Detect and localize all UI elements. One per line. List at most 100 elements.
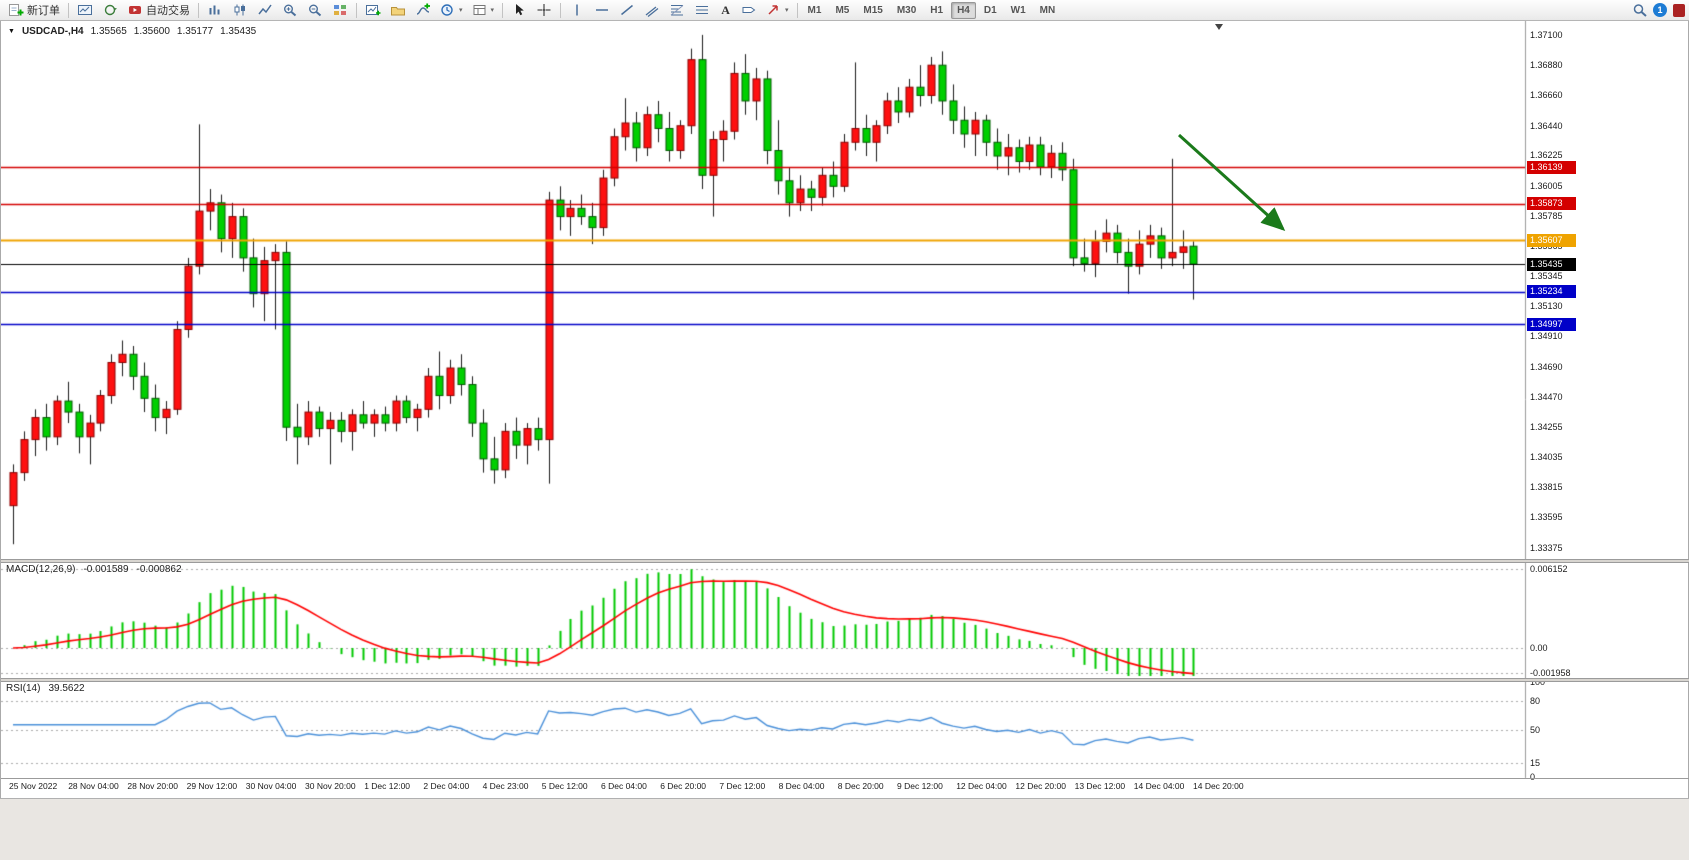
cursor-tool-button[interactable] [507, 1, 531, 20]
price-tick: 1.34035 [1530, 451, 1563, 462]
shapes-tool-button[interactable] [690, 1, 714, 20]
templates-button[interactable]: ▾ [468, 1, 499, 20]
timeframe-d1[interactable]: D1 [983, 4, 997, 16]
time-tick: 1 Dec 12:00 [364, 781, 411, 791]
bottom-strip [0, 798, 1689, 860]
timeframe-w1[interactable]: W1 [1010, 4, 1026, 16]
pane-divider[interactable] [1, 559, 1689, 563]
price-tick: 1.34910 [1530, 331, 1563, 342]
chart-symbol-info: ▼ USDCAD-,H4 1.35565 1.35600 1.35177 1.3… [8, 26, 256, 37]
chart-shift-marker[interactable] [1215, 24, 1223, 30]
text-tool-button[interactable]: A [715, 1, 736, 20]
time-tick: 4 Dec 23:00 [482, 781, 529, 791]
rsi-tick: 15 [1530, 757, 1541, 768]
arrow-tool-button[interactable]: ▾ [762, 1, 793, 20]
zoom-out-icon [307, 3, 323, 17]
crosshair-icon [536, 3, 552, 17]
time-tick: 7 Dec 12:00 [719, 781, 766, 791]
new-chart-button[interactable] [361, 1, 385, 20]
templates-icon [472, 3, 488, 17]
timeframe-m15[interactable]: M15 [863, 4, 883, 16]
time-tick: 14 Dec 04:00 [1133, 781, 1185, 791]
separator [198, 2, 199, 18]
time-tick: 2 Dec 04:00 [423, 781, 470, 791]
time-tick: 30 Nov 04:00 [245, 781, 297, 791]
price-badge: 1.35435 [1527, 257, 1576, 271]
macd-tick: 0.00 [1530, 643, 1548, 653]
tile-windows-button[interactable] [328, 1, 352, 20]
line-chart-mode-button[interactable] [253, 1, 277, 20]
search-button[interactable] [1628, 1, 1652, 20]
ohlc-high: 1.35600 [133, 26, 170, 37]
symbol-label: USDCAD-,H4 [21, 26, 84, 37]
rsi-label-row: RSI(14) 39.5622 [6, 683, 85, 694]
time-tick: 12 Dec 04:00 [956, 781, 1007, 791]
price-tick: 1.34255 [1530, 421, 1563, 432]
price-tick: 1.33815 [1530, 482, 1563, 493]
time-tick: 13 Dec 12:00 [1074, 781, 1126, 791]
symbol-dropdown-icon[interactable]: ▼ [8, 28, 15, 35]
price-tick: 1.34690 [1530, 361, 1563, 372]
timeframe-h4[interactable]: H4 [951, 1, 976, 19]
new-order-button[interactable]: 新订单 [4, 1, 64, 20]
trendline-tool-button[interactable] [615, 1, 639, 20]
timeframe-group: M1 M5 M15 M30 H1 H4 D1 W1 MN [802, 1, 1062, 19]
channel-tool-button[interactable] [640, 1, 664, 20]
zoom-in-button[interactable] [278, 1, 302, 20]
price-badge: 1.35873 [1527, 197, 1576, 211]
ohlc-close: 1.35435 [220, 26, 257, 37]
refresh-button[interactable] [98, 1, 122, 20]
red-app-icon[interactable] [1673, 3, 1685, 17]
price-tick: 1.35345 [1530, 271, 1563, 282]
rsi-value: 39.5622 [48, 683, 85, 694]
chevron-down-icon: ▾ [490, 6, 495, 14]
pane-divider[interactable] [1, 678, 1689, 682]
auto-trading-icon [127, 3, 143, 17]
timeframe-m1[interactable]: M1 [807, 4, 822, 16]
price-tick: 1.37100 [1530, 29, 1563, 40]
timeframe-mn[interactable]: MN [1039, 4, 1056, 16]
price-badge: 1.35234 [1527, 285, 1576, 299]
add-indicator-button[interactable] [411, 1, 435, 20]
new-order-icon [8, 3, 24, 17]
new-chart-icon [365, 3, 381, 17]
tile-windows-icon [332, 3, 348, 17]
bar-chart-icon [207, 3, 223, 17]
price-tick: 1.36440 [1530, 120, 1563, 131]
notification-badge[interactable]: 1 [1653, 3, 1667, 17]
timeframe-h1[interactable]: H1 [930, 4, 944, 16]
candlestick-mode-button[interactable] [228, 1, 252, 20]
bar-chart-mode-button[interactable] [203, 1, 227, 20]
zoom-out-button[interactable] [303, 1, 327, 20]
line-chart-icon [257, 3, 273, 17]
periods-clock-icon [440, 3, 456, 17]
timeframe-m30[interactable]: M30 [896, 4, 917, 16]
profiles-button[interactable] [386, 1, 410, 20]
separator [560, 2, 562, 18]
price-tick: 1.33375 [1530, 542, 1563, 553]
vertical-line-tool-button[interactable] [565, 1, 589, 20]
chart-window-button[interactable] [73, 1, 97, 20]
separator [796, 2, 798, 18]
price-badge: 1.34997 [1527, 317, 1576, 331]
chart-plot[interactable] [1, 21, 1689, 798]
time-tick: 6 Dec 04:00 [601, 781, 647, 791]
auto-trading-button[interactable]: 自动交易 [123, 1, 194, 20]
macd-tick: -0.001958 [1530, 668, 1571, 679]
crosshair-tool-button[interactable] [532, 1, 556, 20]
macd-label-row: MACD(12,26,9) -0.001589 -0.000862 [6, 564, 182, 575]
cursor-icon [511, 3, 527, 17]
time-tick: 5 Dec 12:00 [541, 781, 588, 791]
price-tick: 1.34470 [1530, 391, 1563, 402]
timeframe-m5[interactable]: M5 [835, 4, 850, 16]
price-badge: 1.36139 [1527, 160, 1576, 174]
fibonacci-tool-button[interactable] [665, 1, 689, 20]
label-tool-button[interactable] [737, 1, 761, 20]
horizontal-line-tool-button[interactable] [590, 1, 614, 20]
time-tick: 29 Nov 12:00 [186, 781, 238, 791]
zoom-in-icon [282, 3, 298, 17]
periods-button[interactable]: ▾ [436, 1, 467, 20]
chevron-down-icon: ▾ [459, 6, 463, 14]
price-tick: 1.36660 [1530, 90, 1563, 101]
